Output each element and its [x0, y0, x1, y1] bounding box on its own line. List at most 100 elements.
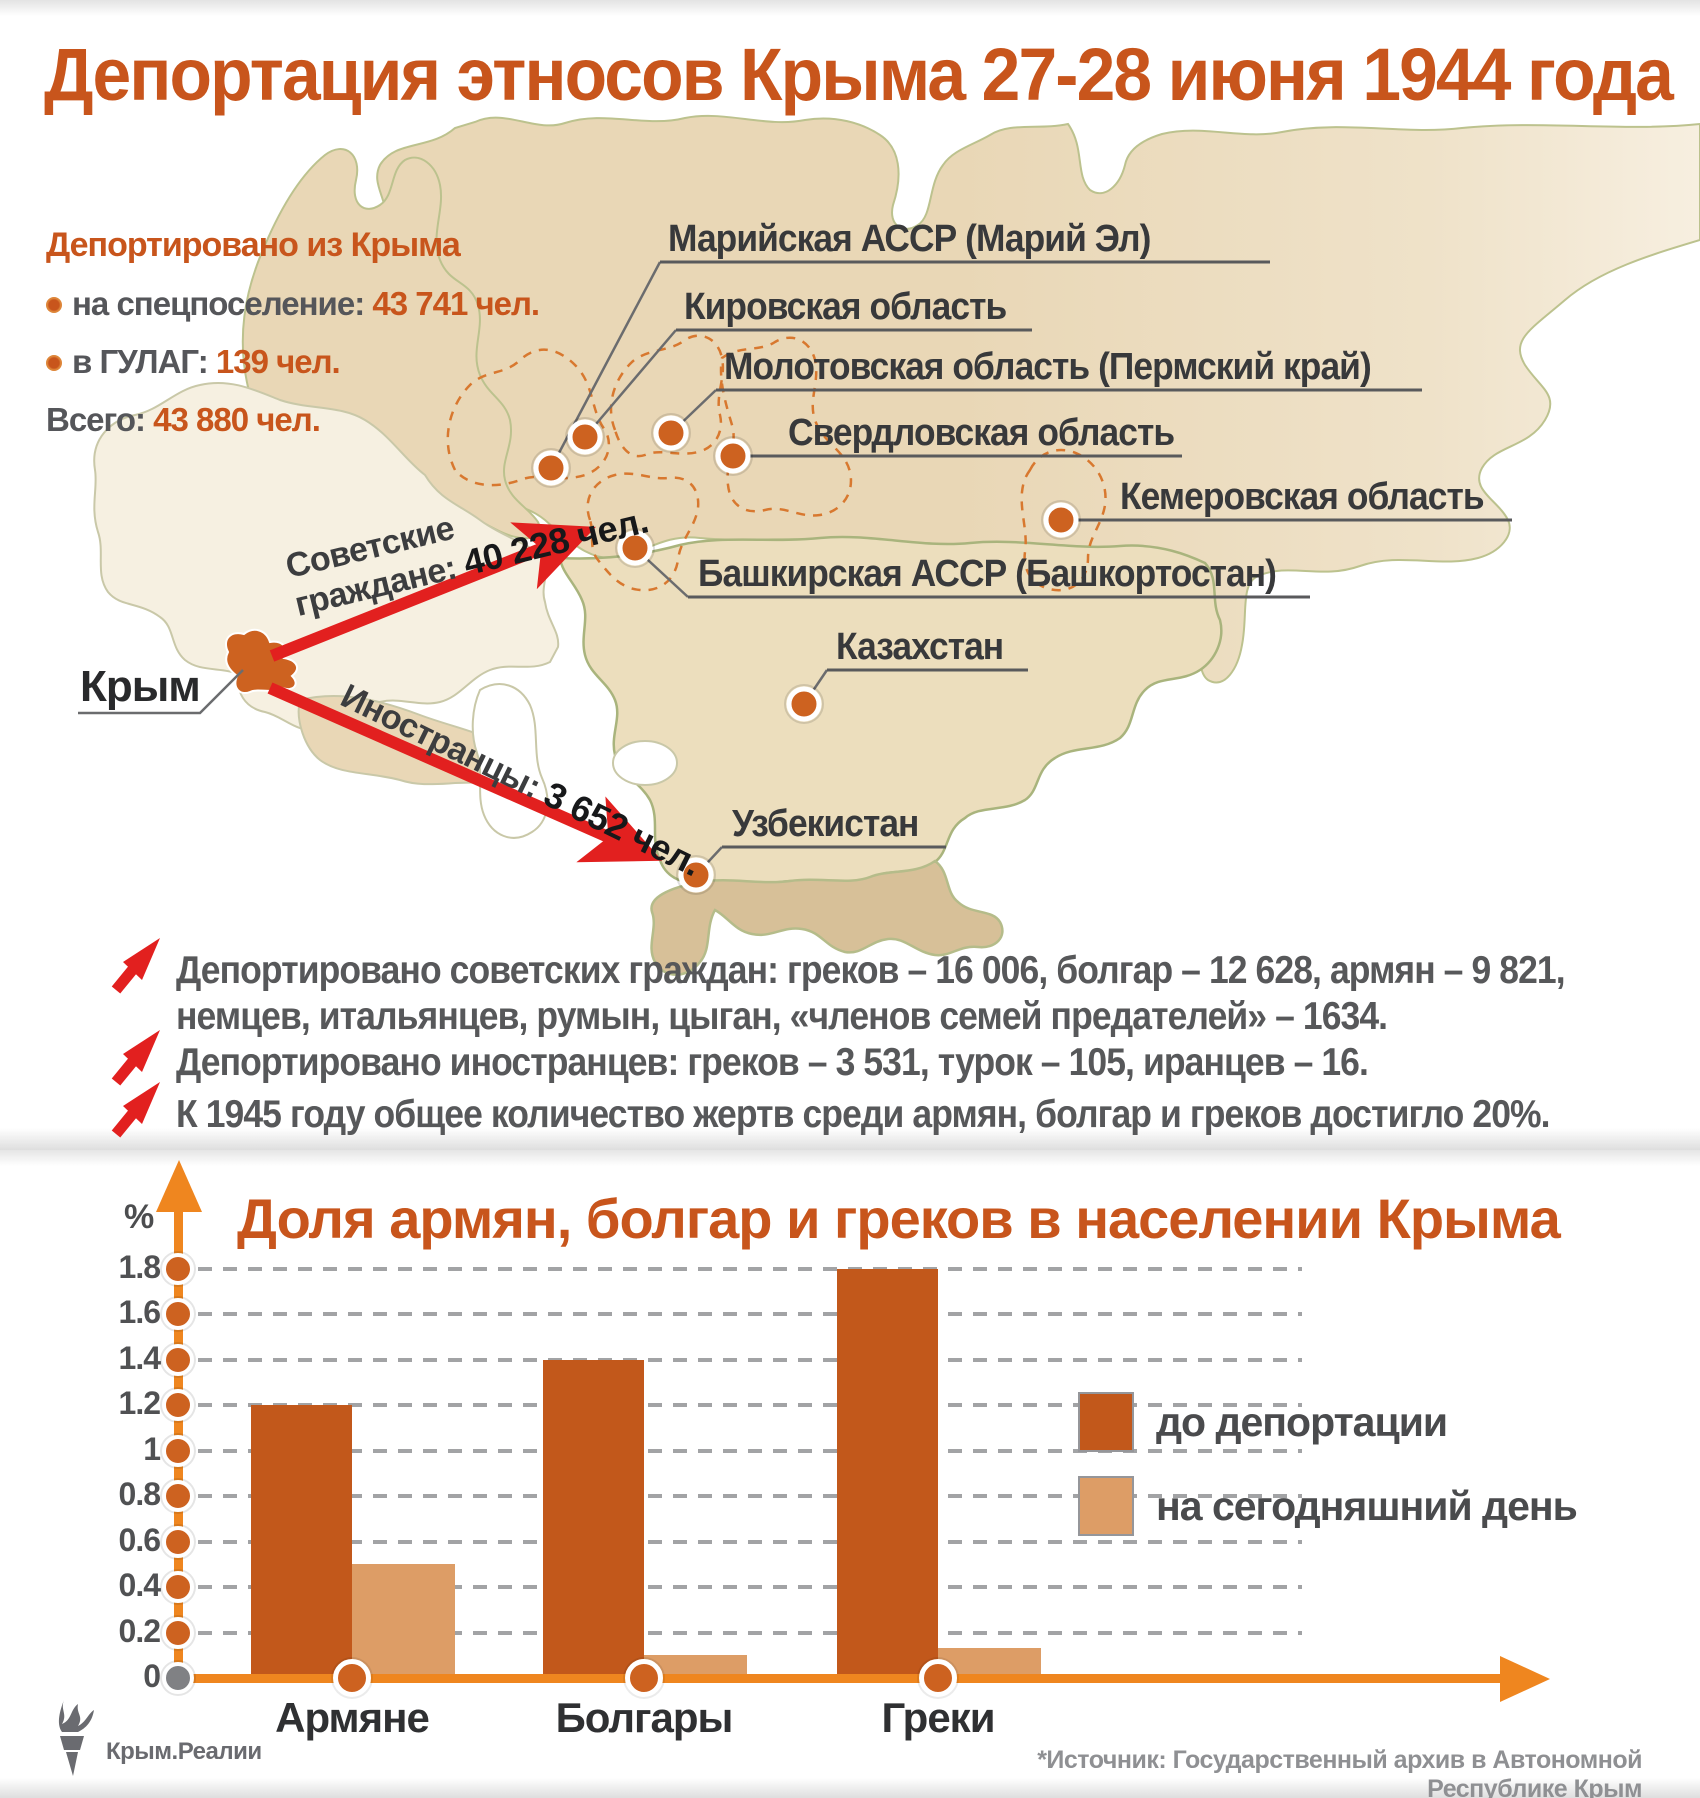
chart-title: Доля армян, болгар и греков в населении … — [237, 1187, 1561, 1250]
y-tick-label: 1.4 — [118, 1339, 161, 1376]
y-tick-label: 1.6 — [118, 1294, 161, 1330]
note-soviet-line1: Депортировано советских граждан: греков … — [176, 949, 1566, 992]
map — [78, 114, 1700, 976]
x-axis-category-dot — [333, 1659, 371, 1697]
category-label: Болгары — [555, 1694, 734, 1741]
dot-sverdlovsk — [713, 436, 753, 476]
bar-today — [352, 1564, 455, 1678]
label-underlines — [660, 260, 1512, 849]
bullet-icon — [46, 355, 62, 371]
section-divider-shade — [0, 1128, 1700, 1150]
y-axis-dot — [162, 1525, 194, 1558]
section-divider-shade-2 — [0, 1150, 1700, 1166]
torch-icon — [58, 1700, 94, 1776]
chart-legend: до депортации на сегодняшний день — [1078, 1392, 1578, 1560]
dot-kemerovo — [1041, 500, 1081, 540]
y-axis-dot — [162, 1389, 194, 1421]
y-axis-dot — [162, 1662, 194, 1694]
brand-logo: Крым.Реалии — [50, 1698, 262, 1778]
y-tick-label: 1.8 — [118, 1248, 161, 1285]
category-label: Армяне — [275, 1694, 430, 1741]
y-axis-arrow-icon — [156, 1160, 202, 1212]
legend-item: на сегодняшний день — [1078, 1476, 1578, 1536]
map-crimea — [225, 628, 299, 694]
y-axis-unit-label: % — [124, 1198, 155, 1236]
dot-kirov — [565, 417, 605, 457]
gridline — [198, 1312, 1302, 1316]
dot-molotov — [651, 413, 691, 453]
stats-label: Всего: — [46, 401, 146, 438]
gridline — [198, 1630, 1302, 1635]
y-axis-dot — [162, 1480, 194, 1512]
stats-label: на спецпоселение: — [72, 285, 365, 322]
note-soviet-line2: немцев, итальянцев, румын, цыган, «члено… — [176, 995, 1388, 1038]
dot-kazakhstan — [784, 684, 824, 724]
flow-arrow-soviet — [269, 522, 596, 662]
gridline — [198, 1494, 1302, 1498]
dot-bashkir — [615, 528, 655, 568]
brand-logo-text: Крым.Реалии — [106, 1738, 262, 1765]
gridline — [198, 1357, 1302, 1362]
y-tick-label: 0.8 — [118, 1476, 161, 1512]
stats-row-settlement: на спецпоселение: 43 741 чел. — [46, 285, 540, 323]
note-foreign: Депортировано иностранцев: греков – 3 53… — [176, 1041, 1369, 1084]
y-tick-label: 0.6 — [118, 1521, 161, 1558]
bar-before-deportation — [837, 1268, 938, 1678]
source-note: *Источник: Государственный архив в Автон… — [1037, 1746, 1642, 1798]
flow-arrow-foreign — [267, 682, 663, 863]
gridline — [198, 1266, 1302, 1271]
x-axis-category-dot — [919, 1659, 957, 1697]
map-west-region — [93, 381, 560, 732]
legend-label: до депортации — [1156, 1398, 1448, 1445]
legend-swatch — [1078, 1476, 1134, 1536]
y-tick-label: 1 — [143, 1430, 161, 1467]
y-axis-dot — [162, 1434, 194, 1467]
y-axis-dot — [162, 1252, 194, 1285]
bar-today — [644, 1655, 747, 1678]
map-label-uzbekistan: Узбекистан — [732, 803, 919, 845]
stats-row-total: Всего: 43 880 чел. — [46, 401, 539, 439]
map-dots — [531, 413, 1081, 895]
up-right-arrow-icon — [111, 1082, 160, 1138]
y-tick-label: 0 — [143, 1658, 161, 1694]
bullet-icon — [46, 297, 62, 313]
category-label: Греки — [881, 1694, 995, 1741]
map-label-kazakhstan: Казахстан — [836, 626, 1004, 668]
x-axis-category-dot — [625, 1659, 663, 1697]
gridline — [198, 1403, 1302, 1407]
y-axis-dot — [162, 1616, 194, 1649]
stats-label: в ГУЛАГ: — [72, 343, 209, 380]
gridline — [198, 1448, 1302, 1453]
dot-mari — [531, 448, 571, 488]
map-label-molotov: Молотовская область (Пермский край) — [724, 346, 1372, 388]
bar-before-deportation — [251, 1405, 352, 1678]
map-label-mari: Марийская АССР (Марий Эл) — [668, 218, 1151, 260]
stats-value: 43 880 чел. — [153, 401, 321, 438]
note-victims: К 1945 году общее количество жертв среди… — [176, 1093, 1551, 1136]
legend-swatch — [1078, 1392, 1134, 1452]
y-tick-label: 0.4 — [118, 1567, 161, 1603]
map-label-kirov: Кировская область — [684, 286, 1007, 328]
stats-value: 139 чел. — [215, 343, 341, 380]
y-axis-dot — [162, 1298, 194, 1330]
stats-heading: Депортировано из Крыма — [46, 226, 461, 264]
page-title: Депортация этносов Крыма 27-28 июня 1944… — [44, 33, 1674, 116]
map-label-crimea: Крым — [80, 662, 201, 711]
y-tick-label: 1.2 — [118, 1385, 161, 1421]
map-label-sverdlovsk: Свердловская область — [788, 412, 1175, 454]
y-axis-dot — [162, 1571, 194, 1603]
up-right-arrow-icon — [111, 1030, 160, 1086]
stats-value: 43 741 чел. — [372, 285, 540, 322]
stats-row-gulag: в ГУЛАГ: 139 чел. — [46, 343, 539, 381]
bottom-shade — [0, 1778, 1700, 1798]
map-uzbekistan — [650, 859, 1004, 976]
gridline — [198, 1585, 1302, 1589]
up-right-arrow-icon — [111, 938, 160, 994]
bar-before-deportation — [543, 1359, 644, 1678]
legend-item: до депортации — [1078, 1392, 1577, 1452]
gridline — [198, 1539, 1302, 1544]
map-label-kemerovo: Кемеровская область — [1120, 476, 1485, 518]
y-tick-label: 0.2 — [118, 1612, 161, 1649]
